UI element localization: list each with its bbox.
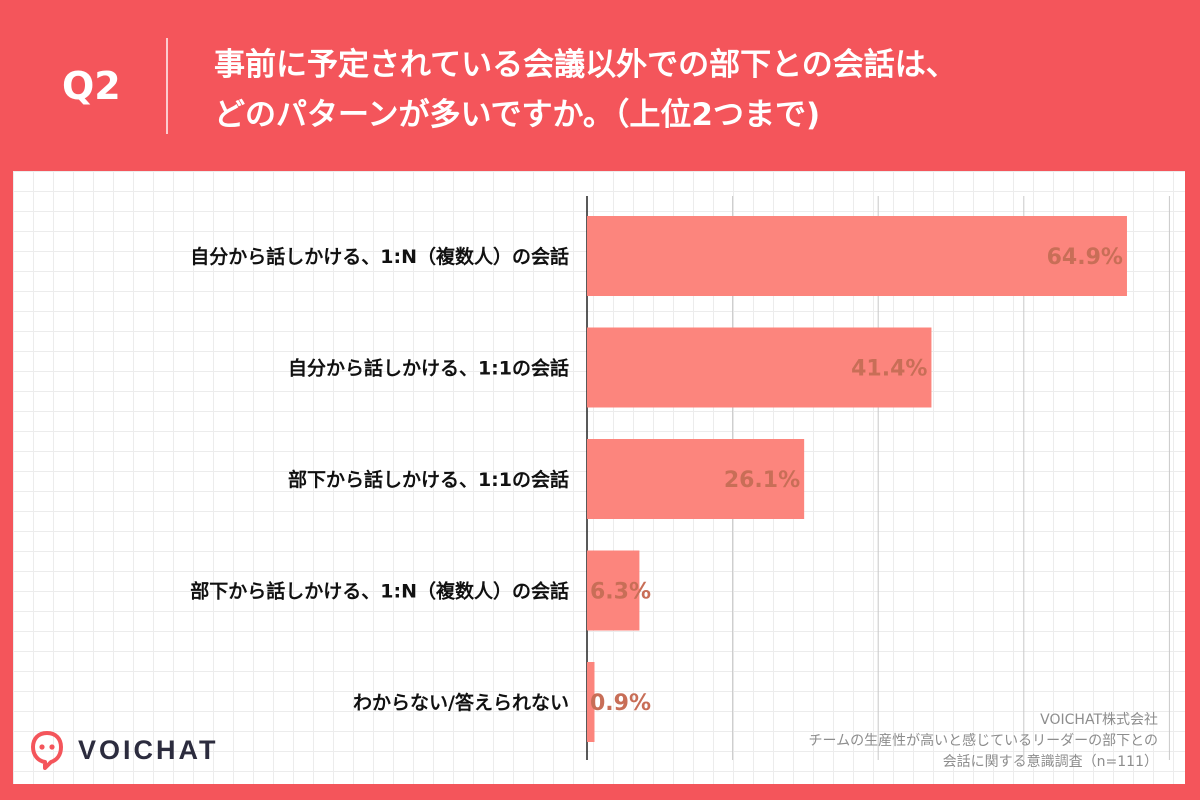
header-divider — [166, 38, 168, 134]
value-label: 0.9% — [590, 691, 651, 716]
chart-category-labels: 自分から話しかける、1:N（複数人）の会話自分から話しかける、1:1の会話部下か… — [190, 245, 569, 714]
bar — [587, 662, 595, 742]
source-company: VOICHAT株式会社 — [1040, 712, 1158, 728]
bar — [587, 216, 1127, 296]
question-line-1: 事前に予定されている会議以外での部下との会話は、 — [214, 47, 957, 83]
source-survey-line-2: 会話に関する意識調査（n=111） — [942, 754, 1158, 770]
bar — [587, 550, 640, 631]
value-label: 64.9% — [1047, 245, 1123, 270]
logo-text: VOICHAT — [78, 734, 219, 765]
voichat-logo: VOICHAT — [30, 730, 219, 770]
chart-value-labels: 64.9% 41.4% 26.1% 6.3% 0.9% — [590, 245, 1123, 716]
category-label: 自分から話しかける、1:1の会話 — [288, 357, 569, 380]
bar — [587, 327, 932, 408]
chart-bars — [587, 216, 1127, 742]
source-survey-line-1: チームの生産性が高いと感じているリーダーの部下との — [808, 733, 1158, 749]
category-label: わからない/答えられない — [353, 691, 569, 714]
question-number: Q2 — [62, 64, 121, 108]
value-label: 26.1% — [724, 468, 800, 493]
source-note: VOICHAT株式会社 チームの生産性が高いと感じているリーダーの部下との 会話… — [809, 710, 1158, 773]
question-text: 事前に予定されている会議以外での部下との会話は、 どのパターンが多いですか。（上… — [214, 40, 1174, 140]
bar — [587, 439, 805, 519]
category-label: 自分から話しかける、1:N（複数人）の会話 — [190, 245, 569, 268]
category-label: 部下から話しかける、1:N（複数人）の会話 — [190, 580, 569, 603]
category-label: 部下から話しかける、1:1の会話 — [288, 468, 569, 491]
value-label: 41.4% — [851, 357, 927, 382]
question-line-2: どのパターンが多いですか。（上位2つまで) — [214, 97, 821, 133]
voichat-speech-bubble-icon — [31, 731, 63, 770]
value-label: 6.3% — [590, 580, 651, 605]
